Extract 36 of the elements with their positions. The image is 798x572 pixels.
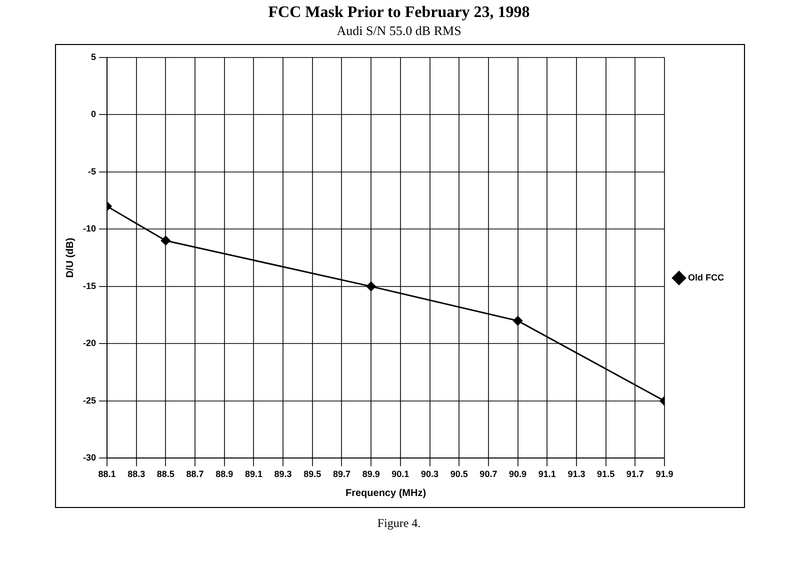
x-tick-label: 90.7	[480, 469, 498, 480]
x-tick-label: 89.9	[362, 469, 380, 480]
y-tick-label: -25	[82, 395, 96, 406]
x-tick-label: 89.5	[304, 469, 322, 480]
legend-label: Old FCC	[688, 272, 724, 282]
x-tick-label: 90.9	[509, 469, 527, 480]
y-tick-label: -15	[82, 280, 96, 291]
x-tick-label: 88.7	[186, 469, 204, 480]
x-tick-label: 91.3	[568, 469, 586, 480]
x-tick-label: 89.1	[244, 469, 262, 480]
x-tick-label: 91.9	[656, 469, 674, 480]
x-tick-label: 90.3	[421, 469, 439, 480]
y-tick-label: -20	[82, 338, 96, 348]
point	[366, 282, 376, 292]
x-tick-label: 90.1	[392, 469, 410, 480]
x-tick-label: 89.3	[274, 469, 292, 480]
x-tick-label: 89.7	[332, 469, 351, 480]
y-tick-label: -5	[88, 166, 96, 176]
x-tick-label: 91.1	[538, 469, 556, 480]
x-tick-label: 88.3	[128, 469, 146, 480]
x-axis-title: Frequency (MHz)	[345, 488, 426, 499]
x-tick-label: 88.9	[216, 469, 234, 480]
x-tick-label: 91.5	[597, 469, 615, 480]
chart-subtitle: Audi S/N 55.0 dB RMS	[336, 23, 462, 39]
point	[513, 316, 523, 326]
x-tick-label: 88.1	[98, 469, 116, 480]
y-axis-title: D/U (dB)	[64, 238, 76, 278]
x-tick-label: 90.5	[450, 469, 468, 480]
y-tick-label: -30	[82, 452, 96, 463]
chart-title: FCC Mask Prior to February 23, 1998	[267, 4, 531, 22]
caption: Figure 4.	[376, 516, 422, 531]
x-tick-label: 91.7	[626, 469, 644, 480]
y-tick-label: -10	[82, 224, 96, 234]
y-tick-label: 5	[90, 52, 96, 62]
y-tick-label: 0	[90, 109, 96, 120]
x-tick-label: 88.5	[156, 469, 174, 480]
